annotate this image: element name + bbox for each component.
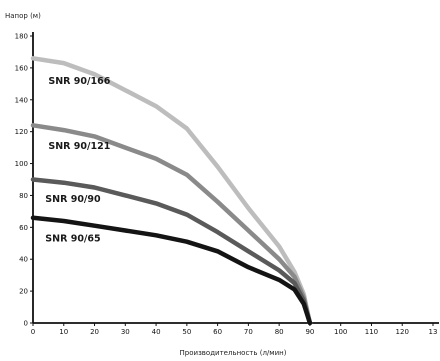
y-tick-label: 180	[15, 33, 28, 41]
x-tick-label: 110	[365, 328, 378, 336]
x-tick-label: 0	[31, 328, 35, 336]
y-tick-label: 0	[24, 320, 28, 328]
y-tick-label: 120	[15, 128, 28, 136]
x-tick-label: 10	[59, 328, 68, 336]
series-lines	[30, 56, 313, 326]
x-tick-label: 120	[396, 328, 409, 336]
x-tick-label: 80	[275, 328, 284, 336]
series-line-1	[30, 123, 313, 326]
x-axis-label: Производительность (л/мин)	[180, 349, 287, 357]
series-label: SNR 90/65	[45, 234, 100, 245]
series-label: SNR 90/166	[48, 76, 110, 87]
x-tick-label: 70	[244, 328, 253, 336]
series-line-2	[30, 177, 313, 326]
series-line-0	[30, 56, 313, 326]
x-tick-label: 90	[305, 328, 314, 336]
x-tick-label: 40	[152, 328, 161, 336]
y-tick-label: 20	[19, 288, 28, 296]
series-label: SNR 90/90	[45, 194, 101, 205]
y-axis-label: Напор (м)	[5, 12, 41, 20]
x-tick-label: 100	[334, 328, 347, 336]
series-labels: SNR 90/166 SNR 90/121 SNR 90/90 SNR 90/65	[45, 76, 110, 245]
x-tick-label: 13	[429, 328, 438, 336]
x-tick-label: 60	[213, 328, 222, 336]
y-tick-label: 100	[15, 160, 28, 168]
y-tick-label: 80	[19, 192, 28, 200]
series-line-3	[30, 215, 313, 326]
x-tick-label: 20	[90, 328, 99, 336]
series-label: SNR 90/121	[48, 141, 110, 152]
y-tick-label: 40	[19, 256, 28, 264]
y-tick-label: 160	[15, 64, 28, 72]
x-tick-label: 50	[182, 328, 191, 336]
y-tick-label: 140	[15, 96, 28, 104]
x-tick-label: 30	[121, 328, 130, 336]
axes: 0 20 40 60 80 100 120 140 160 180 0 10 20 30 40 50 60 70 8…	[15, 32, 439, 336]
y-tick-label: 60	[19, 224, 28, 232]
